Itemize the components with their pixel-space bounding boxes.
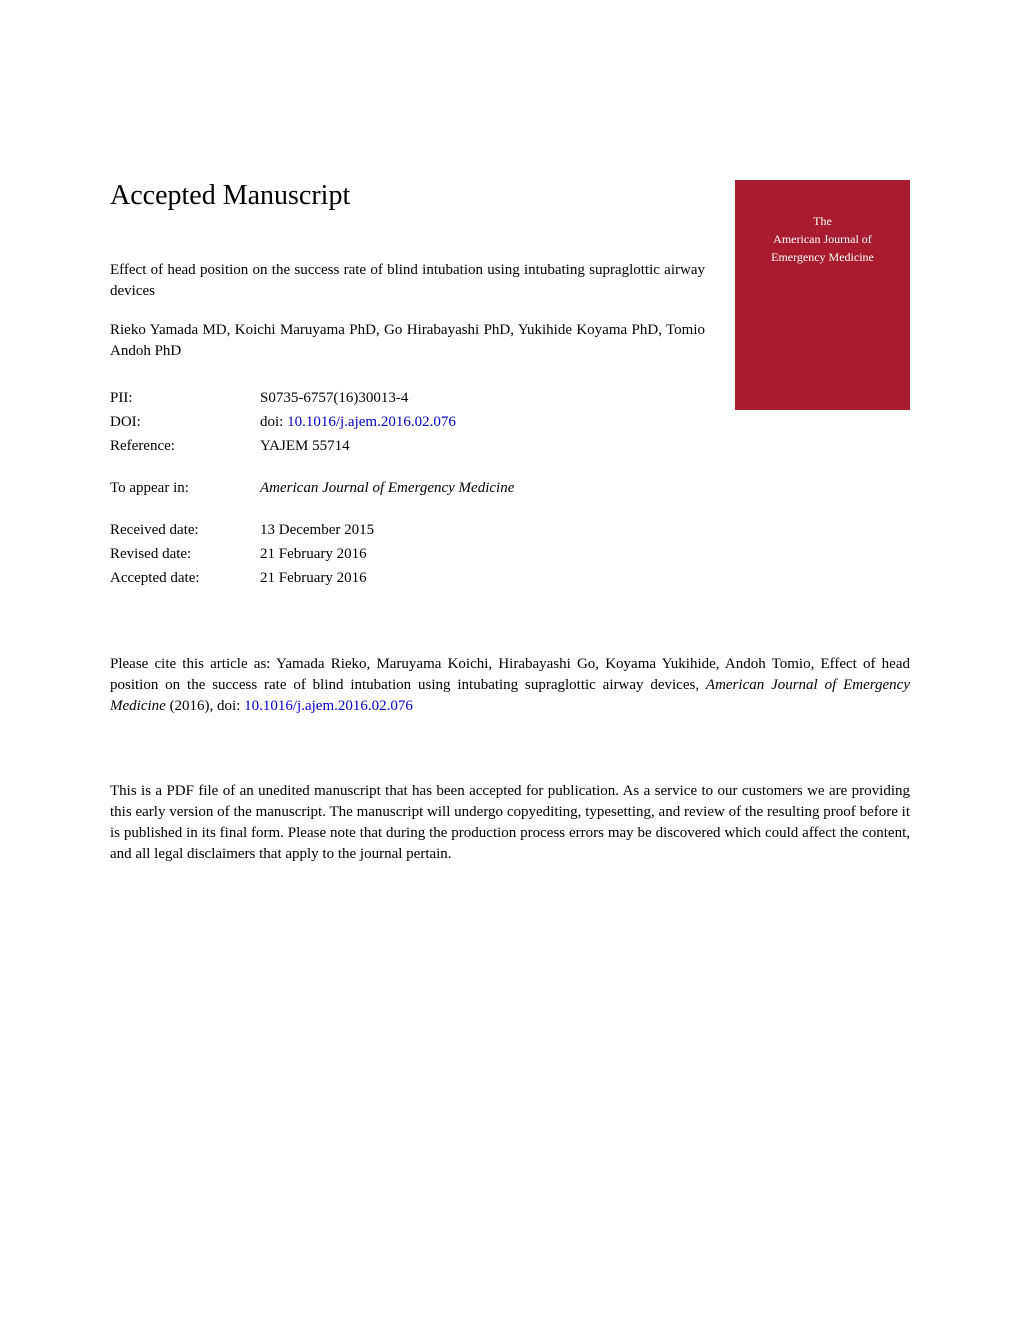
accepted-row: Accepted date: 21 February 2016 (110, 566, 705, 590)
page-title: Accepted Manuscript (110, 180, 705, 212)
pii-row: PII: S0735-6757(16)30013-4 (110, 386, 705, 410)
received-label: Received date: (110, 518, 260, 542)
pii-label: PII: (110, 386, 260, 410)
reference-value: YAJEM 55714 (260, 434, 705, 458)
revised-value: 21 February 2016 (260, 542, 705, 566)
citation-block: Please cite this article as: Yamada Riek… (110, 654, 910, 717)
journal-cover-line2: American Journal of (735, 230, 910, 248)
article-title: Effect of head position on the success r… (110, 260, 705, 302)
doi-label: DOI: (110, 410, 260, 434)
doi-value: doi: 10.1016/j.ajem.2016.02.076 (260, 410, 705, 434)
appear-value: American Journal of Emergency Medicine (260, 476, 705, 500)
received-value: 13 December 2015 (260, 518, 705, 542)
citation-doi-link[interactable]: 10.1016/j.ajem.2016.02.076 (244, 698, 413, 714)
doi-row: DOI: doi: 10.1016/j.ajem.2016.02.076 (110, 410, 705, 434)
reference-row: Reference: YAJEM 55714 (110, 434, 705, 458)
journal-cover-line1: The (735, 212, 910, 230)
doi-link[interactable]: 10.1016/j.ajem.2016.02.076 (287, 414, 456, 430)
appear-label: To appear in: (110, 476, 260, 500)
left-content: Accepted Manuscript Effect of head posit… (110, 180, 735, 590)
journal-cover: The American Journal of Emergency Medici… (735, 180, 910, 410)
received-row: Received date: 13 December 2015 (110, 518, 705, 542)
accepted-label: Accepted date: (110, 566, 260, 590)
citation-year: (2016), doi: (166, 698, 244, 714)
appear-row: To appear in: American Journal of Emerge… (110, 476, 705, 500)
spacer (110, 500, 705, 518)
reference-label: Reference: (110, 434, 260, 458)
accepted-value: 21 February 2016 (260, 566, 705, 590)
revised-row: Revised date: 21 February 2016 (110, 542, 705, 566)
doi-prefix: doi: (260, 414, 287, 430)
revised-label: Revised date: (110, 542, 260, 566)
disclaimer-block: This is a PDF file of an unedited manusc… (110, 781, 910, 865)
metadata-table: PII: S0735-6757(16)30013-4 DOI: doi: 10.… (110, 386, 705, 590)
authors: Rieko Yamada MD, Koichi Maruyama PhD, Go… (110, 320, 705, 362)
journal-cover-line3: Emergency Medicine (735, 248, 910, 266)
header-row: Accepted Manuscript Effect of head posit… (110, 180, 910, 590)
spacer (110, 458, 705, 476)
pii-value: S0735-6757(16)30013-4 (260, 386, 705, 410)
